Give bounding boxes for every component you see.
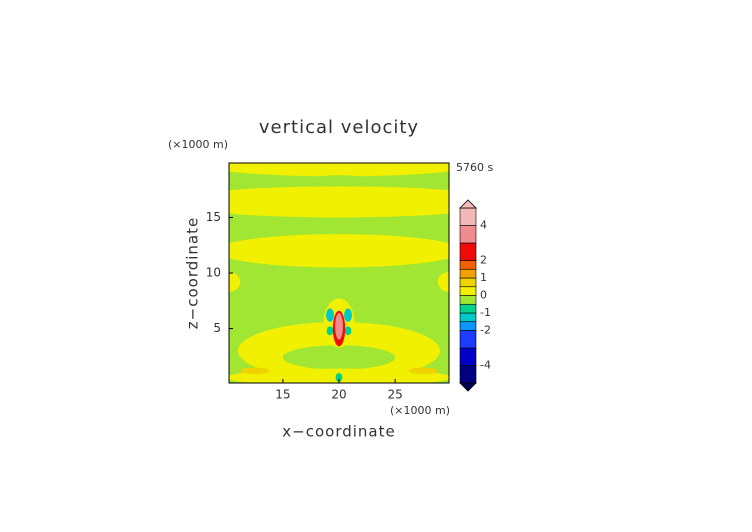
- contour-region: [335, 313, 343, 340]
- colorbar-box: [459, 365, 477, 384]
- contour-region: [282, 345, 396, 370]
- x-tick-label: 20: [331, 388, 346, 402]
- colorbar-box: [459, 330, 477, 349]
- contour-region: [305, 175, 373, 187]
- x-unit: (×1000 m): [390, 404, 450, 417]
- y-unit: (×1000 m): [168, 138, 228, 151]
- x-axis-label: x−coordinate: [282, 423, 395, 441]
- x-tick-label: 15: [275, 388, 290, 402]
- chart-title: vertical velocity: [259, 117, 419, 138]
- contour-region: [229, 234, 449, 268]
- contour-region: [344, 308, 352, 322]
- contour-field: [229, 163, 449, 383]
- y-tick-label: 5: [213, 321, 221, 335]
- colorbar-tick-label: -4: [480, 359, 491, 372]
- colorbar-box: [459, 268, 477, 279]
- contour-region: [326, 308, 334, 322]
- colorbar-tick-label: -1: [480, 306, 491, 319]
- colorbar-tick-label: 2: [480, 254, 487, 267]
- contour-region: [229, 271, 241, 292]
- colorbar-box: [459, 295, 477, 305]
- colorbar-box: [459, 347, 477, 366]
- contour-region: [229, 163, 449, 177]
- colorbar-box: [459, 207, 477, 226]
- colorbar-box: [459, 277, 477, 288]
- colorbar-box: [459, 312, 477, 323]
- colorbar-box: [459, 286, 477, 296]
- colorbar-arrow-top: [459, 199, 477, 209]
- colorbar-tick-label: 1: [480, 271, 487, 284]
- overlay: 15 20 25 5 10 15 -4 -2 -1 0 1 2 4: [206, 162, 491, 402]
- contour-region: [335, 373, 343, 382]
- colorbar-box: [459, 260, 477, 270]
- contour-region: [408, 367, 438, 375]
- contour-region: [240, 367, 270, 375]
- contour-region: [326, 326, 334, 336]
- colorbar-tick-label: -2: [480, 324, 491, 337]
- y-tick-label: 15: [206, 210, 221, 224]
- contour-region: [437, 271, 449, 292]
- colorbar-tick-label: 4: [480, 219, 487, 232]
- colorbar-tick-label: 0: [480, 289, 487, 302]
- colorbar-box: [459, 321, 477, 331]
- y-tick-label: 10: [206, 266, 221, 280]
- contour-region: [229, 186, 449, 218]
- colorbar-box: [459, 242, 477, 261]
- x-tick-label: 25: [387, 388, 402, 402]
- y-axis-label: z−coordinate: [184, 217, 202, 329]
- colorbar-box: [459, 303, 477, 314]
- colorbar-arrow-bottom: [459, 382, 477, 392]
- time-label: 5760 s: [456, 161, 493, 174]
- contour-region: [344, 326, 352, 336]
- colorbar-box: [459, 225, 477, 244]
